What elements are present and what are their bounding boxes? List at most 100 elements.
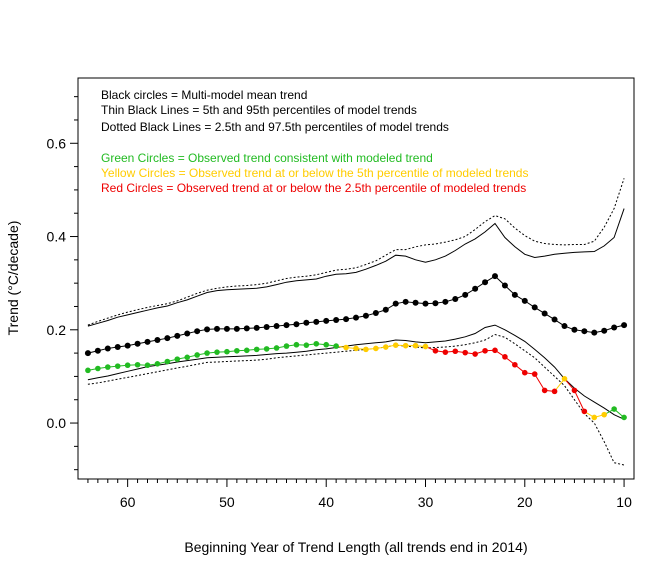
data-point	[263, 346, 270, 352]
data-point	[114, 363, 121, 369]
data-point	[412, 342, 419, 349]
data-point	[253, 346, 260, 353]
data-point	[95, 365, 101, 372]
data-point	[621, 414, 627, 421]
data-point	[392, 342, 399, 348]
data-point	[501, 282, 508, 289]
data-point	[512, 361, 518, 368]
data-point	[581, 328, 588, 335]
data-point	[601, 411, 608, 418]
data-point	[323, 317, 330, 324]
data-point	[571, 326, 578, 333]
data-point	[591, 414, 598, 421]
axis-ticks	[70, 96, 625, 487]
data-point	[104, 364, 111, 370]
data-point	[561, 323, 568, 330]
y-tick-label: 0.4	[47, 229, 67, 245]
data-point	[124, 362, 131, 369]
legend-entry: Green Circles = Observed trend consisten…	[101, 151, 433, 165]
data-point	[511, 291, 518, 298]
data-point	[452, 296, 459, 303]
data-point	[134, 361, 141, 368]
data-point	[303, 319, 310, 326]
data-point	[184, 330, 191, 337]
legend-entry: Black circles = Multi-model mean trend	[101, 88, 307, 102]
data-point	[372, 310, 379, 317]
data-point	[611, 324, 618, 331]
data-point	[124, 342, 131, 349]
data-point	[412, 299, 419, 306]
data-point	[194, 328, 201, 335]
data-point	[591, 329, 598, 336]
data-point	[432, 347, 439, 354]
data-point	[353, 314, 359, 321]
data-point	[234, 347, 240, 354]
series-segment	[534, 373, 546, 391]
x-tick-label: 20	[517, 494, 533, 510]
legend-entry: Red Circles = Observed trend at or below…	[101, 181, 526, 195]
data-point	[502, 354, 508, 360]
data-point	[154, 361, 161, 367]
data-point	[283, 322, 290, 329]
data-point	[551, 388, 558, 395]
data-point	[343, 344, 349, 351]
data-point	[482, 279, 489, 286]
legend-entry: Thin Black Lines = 5th and 95th percenti…	[101, 103, 417, 117]
data-point	[442, 349, 449, 355]
tick-labels: 60 50 40 30 20 10 0.0 0.2 0.4 0.6	[47, 135, 633, 510]
data-point	[273, 323, 280, 330]
data-point	[204, 350, 210, 356]
x-tick-label: 50	[219, 494, 235, 510]
data-point	[303, 342, 310, 348]
data-point	[224, 348, 230, 355]
data-point	[432, 300, 439, 307]
data-point	[472, 351, 478, 357]
x-tick-label: 60	[120, 494, 136, 510]
data-point	[333, 316, 340, 323]
percentile-lines	[87, 178, 625, 466]
data-point	[402, 342, 409, 349]
data-point	[492, 347, 498, 354]
legend: Black circles = Multi-model mean trendTh…	[101, 88, 528, 195]
series-segment	[573, 390, 585, 412]
data-point	[104, 345, 111, 352]
data-point	[243, 325, 250, 332]
data-point	[472, 285, 479, 292]
data-point	[422, 300, 429, 307]
data-point	[462, 349, 469, 356]
data-point	[601, 327, 608, 334]
data-point	[323, 341, 330, 348]
data-point	[214, 325, 220, 332]
data-point	[363, 346, 369, 353]
data-point	[621, 322, 628, 329]
data-point	[84, 350, 91, 357]
data-point	[343, 316, 350, 323]
data-point	[362, 312, 369, 319]
data-point	[174, 356, 181, 362]
data-point	[154, 337, 161, 344]
data-point	[85, 367, 91, 374]
data-point	[313, 340, 320, 347]
series-line	[87, 324, 625, 420]
data-point	[293, 341, 300, 348]
data-point	[492, 273, 498, 280]
data-point	[164, 335, 171, 342]
data-point	[531, 304, 538, 311]
data-point	[114, 344, 121, 351]
data-point	[263, 323, 270, 330]
data-point	[382, 306, 389, 313]
y-tick-label: 0.2	[47, 322, 67, 338]
x-axis-title: Beginning Year of Trend Length (all tren…	[184, 539, 527, 555]
data-point	[174, 332, 181, 339]
data-point	[422, 343, 429, 350]
plot-box	[77, 77, 635, 480]
data-point	[561, 375, 568, 382]
data-point	[541, 387, 548, 394]
data-point	[134, 340, 141, 347]
data-point	[94, 347, 101, 354]
data-point	[273, 345, 280, 351]
data-point	[194, 352, 200, 358]
y-tick-label: 0.0	[47, 415, 67, 431]
y-axis-title: Trend (°C/decade)	[5, 221, 21, 336]
data-point	[442, 298, 449, 305]
